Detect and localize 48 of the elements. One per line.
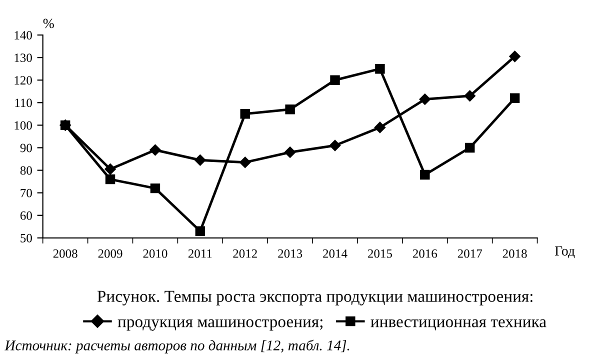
y-axis-title: % <box>43 18 54 28</box>
y-tick-label: 110 <box>15 98 32 108</box>
y-tick-label: 60 <box>20 211 32 220</box>
x-tick-label: 2017 <box>458 249 482 258</box>
x-axis-title: Год <box>554 246 575 258</box>
y-tick-label: 130 <box>14 54 32 62</box>
x-tick-label: 2008 <box>53 249 78 258</box>
point <box>330 75 340 85</box>
y-tick-label: 90 <box>20 144 32 152</box>
point <box>419 94 431 105</box>
point <box>464 90 476 102</box>
y-tick-label: 100 <box>14 121 32 130</box>
y-tick-label: 120 <box>14 76 32 85</box>
point <box>194 154 206 166</box>
point <box>329 140 341 152</box>
x-tick-label: 2014 <box>323 249 348 258</box>
point <box>509 50 520 62</box>
y-tick-label: 80 <box>20 166 32 175</box>
y-tick-label: 50 <box>20 234 32 242</box>
x-tick-label: 2010 <box>143 249 168 258</box>
legend-label: инвестиционная техника <box>370 319 546 330</box>
x-tick-label: 2016 <box>412 249 438 258</box>
x-tick-label: 2009 <box>98 249 122 258</box>
point <box>240 156 251 168</box>
point <box>510 93 520 103</box>
point <box>195 226 206 236</box>
x-tick-label: 2011 <box>188 249 212 258</box>
text: Рисунок. Темпы роста экспорта продукции машиностроения: <box>97 290 532 306</box>
point <box>374 122 386 134</box>
point <box>150 183 160 194</box>
point <box>105 174 116 184</box>
text: Источник: расчеты авторов по данным [12, табл. 14]. <box>4 340 350 354</box>
y-tick-label: 140 <box>14 31 32 40</box>
x-tick-label: 2013 <box>278 249 302 258</box>
point <box>465 142 475 153</box>
point <box>420 170 430 180</box>
x-tick-label: 2018 <box>502 249 527 258</box>
legend-label: продукция машиностроения; <box>118 319 322 331</box>
point <box>150 144 161 156</box>
x-tick-label: 2015 <box>368 249 392 258</box>
point <box>240 109 250 119</box>
x-tick-label: 2012 <box>233 249 257 258</box>
point <box>284 146 296 158</box>
point <box>104 164 116 175</box>
point <box>375 64 385 74</box>
y-tick-label: 70 <box>20 188 32 198</box>
point <box>60 120 70 130</box>
point <box>285 104 295 114</box>
